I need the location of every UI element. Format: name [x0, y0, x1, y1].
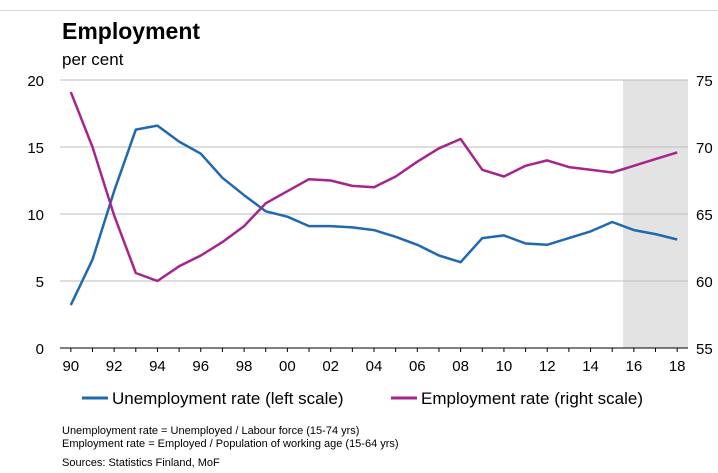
- x-axis-tick-label: 96: [192, 358, 209, 375]
- x-axis-tick-label: 94: [149, 358, 166, 375]
- left-axis-tick-label: 0: [36, 341, 44, 358]
- x-axis-tick-label: 16: [626, 358, 643, 375]
- x-axis-tick-label: 90: [62, 358, 79, 375]
- left-axis-tick-label: 10: [27, 207, 44, 224]
- employment-rate-line: [69, 91, 678, 283]
- right-axis-tick-label: 65: [696, 207, 713, 224]
- right-axis-tick-label: 70: [696, 140, 713, 157]
- unemployment-rate-line: [69, 124, 678, 306]
- x-axis-tick-label: 14: [582, 358, 599, 375]
- footnote-sources: Sources: Statistics Finland, MoF: [62, 457, 220, 469]
- x-axis-tick-label: 06: [409, 358, 426, 375]
- x-axis-tick-label: 02: [322, 358, 339, 375]
- legend-label-unemployment: Unemployment rate (left scale): [112, 389, 343, 408]
- left-axis-tick-label: 5: [36, 274, 44, 291]
- right-axis-tick-label: 55: [696, 341, 713, 358]
- chart-title: Employment: [62, 18, 201, 44]
- x-axis-tick-label: 98: [236, 358, 253, 375]
- chart-subtitle: per cent: [62, 50, 124, 69]
- footnote-employment-definition: Employment rate = Employed / Population …: [62, 438, 399, 450]
- x-axis-tick-label: 12: [539, 358, 556, 375]
- x-axis-tick-label: 08: [452, 358, 469, 375]
- footnote-unemployment-definition: Unemployment rate = Unemployed / Labour …: [62, 425, 360, 437]
- right-axis-tick-label: 60: [696, 274, 713, 291]
- x-axis-tick-label: 00: [279, 358, 296, 375]
- top-rule: [0, 10, 718, 11]
- x-axis-tick-label: 10: [496, 358, 513, 375]
- legend-label-employment: Employment rate (right scale): [421, 389, 643, 408]
- left-axis-tick-label: 20: [27, 73, 44, 90]
- x-axis-tick-label: 04: [366, 358, 383, 375]
- right-axis-tick-label: 75: [696, 73, 713, 90]
- x-axis-tick-label: 92: [106, 358, 123, 375]
- x-axis-tick-label: 18: [669, 358, 686, 375]
- left-axis-tick-label: 15: [27, 140, 44, 157]
